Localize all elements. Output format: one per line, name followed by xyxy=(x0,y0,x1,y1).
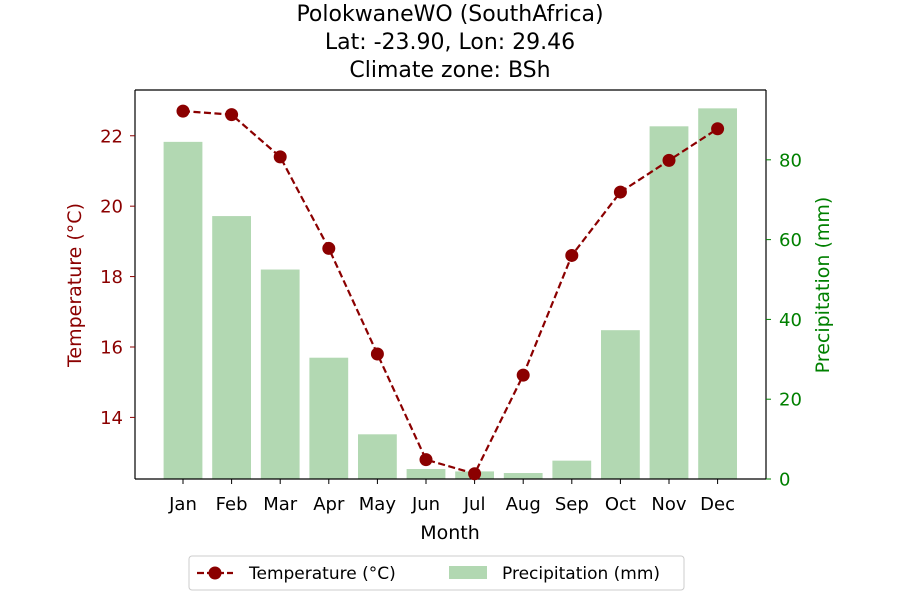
precipitation-bar-may xyxy=(358,434,397,479)
y-right-tick-label-80: 80 xyxy=(779,150,802,171)
temperature-point-may xyxy=(370,347,384,361)
precipitation-bar-feb xyxy=(212,216,251,479)
chart-title-line-3: Climate zone: BSh xyxy=(349,58,551,83)
temperature-point-jan xyxy=(176,104,190,118)
temperature-point-nov xyxy=(662,153,676,167)
precipitation-bar-sep xyxy=(552,460,592,479)
precipitation-bar-jan xyxy=(163,141,203,479)
legend-temperature-label: Temperature (°C) xyxy=(248,564,396,584)
precipitation-bar-oct xyxy=(601,330,640,479)
y-left-tick-label-14: 14 xyxy=(100,408,123,429)
x-tick-label-jun: Jun xyxy=(411,494,440,515)
y-right-tick-label-0: 0 xyxy=(779,470,790,491)
x-tick-label-oct: Oct xyxy=(605,494,636,515)
x-tick-label-may: May xyxy=(359,494,397,515)
temperature-line xyxy=(176,104,725,481)
precipitation-bar-jun xyxy=(406,469,446,479)
x-axis-label: Month xyxy=(420,522,480,544)
x-tick-label-apr: Apr xyxy=(313,494,345,515)
y-right-tick-label-40: 40 xyxy=(779,310,802,331)
y-right-tick-label-20: 20 xyxy=(779,390,802,411)
legend-precipitation-swatch-icon xyxy=(449,566,487,579)
precipitation-bar-nov xyxy=(649,126,689,479)
precipitation-bar-dec xyxy=(698,108,737,480)
x-tick-label-jan: Jan xyxy=(168,494,197,515)
precipitation-bars xyxy=(163,108,737,480)
x-tick-label-sep: Sep xyxy=(555,494,589,515)
y-left-tick-label-16: 16 xyxy=(100,337,123,358)
x-tick-label-mar: Mar xyxy=(263,494,298,515)
x-tick-label-nov: Nov xyxy=(651,494,686,515)
legend-temperature-marker-icon xyxy=(208,566,222,580)
precipitation-bar-apr xyxy=(309,357,349,479)
legend-precipitation-label: Precipitation (mm) xyxy=(502,564,660,584)
chart-title: PolokwaneWO (SouthAfrica) Lat: -23.90, L… xyxy=(0,0,900,85)
temperature-point-oct xyxy=(613,185,627,199)
y-axis-right-label: Precipitation (mm) xyxy=(812,197,834,374)
chart-axes: Jan Feb Mar Apr May Jun Jul Aug Sep Oct Nov Dec 14 16… xyxy=(100,89,802,515)
temperature-point-sep xyxy=(565,248,579,262)
y-left-tick-label-18: 18 xyxy=(100,267,123,288)
temperature-point-apr xyxy=(322,241,336,255)
precipitation-bar-mar xyxy=(260,269,300,479)
x-tick-label-feb: Feb xyxy=(216,494,248,515)
precipitation-bar-aug xyxy=(503,473,543,479)
y-right-tick-label-60: 60 xyxy=(779,230,802,251)
temperature-point-jun xyxy=(419,453,433,467)
x-tick-label-dec: Dec xyxy=(700,494,735,515)
legend-frame xyxy=(188,555,685,591)
temperature-point-feb xyxy=(225,108,239,122)
chart-title-line-1: PolokwaneWO (SouthAfrica) xyxy=(296,2,604,27)
x-tick-label-jul: Jul xyxy=(463,494,486,515)
x-tick-label-aug: Aug xyxy=(506,494,541,515)
chart-title-line-2: Lat: -23.90, Lon: 29.46 xyxy=(324,30,576,55)
chart-legend: Temperature (°C) Precipitation (mm) xyxy=(188,555,685,591)
y-axis-left-label: Temperature (°C) xyxy=(64,203,86,368)
axis-labels: Month Temperature (°C) Precipitation (mm… xyxy=(64,197,834,544)
temperature-point-mar xyxy=(273,150,287,164)
y-left-tick-label-20: 20 xyxy=(100,197,123,218)
temperature-point-aug xyxy=(516,368,530,382)
temperature-point-jul xyxy=(468,467,482,481)
temperature-series-line xyxy=(182,110,719,476)
y-left-tick-label-22: 22 xyxy=(100,126,123,147)
temperature-point-dec xyxy=(711,122,725,136)
